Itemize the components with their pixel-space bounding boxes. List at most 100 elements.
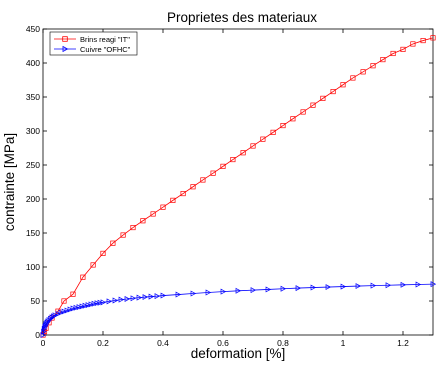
series-layer bbox=[40, 35, 437, 338]
series-1-point bbox=[124, 295, 131, 302]
series-0-point bbox=[420, 38, 426, 44]
series-1-point bbox=[64, 307, 71, 314]
series-0-line bbox=[42, 37, 434, 336]
series-1-point bbox=[148, 293, 155, 300]
series-0-point bbox=[190, 184, 196, 190]
x-tick-label: 1 bbox=[341, 338, 346, 348]
series-0-point bbox=[90, 262, 96, 268]
legend-marker-0 bbox=[62, 36, 68, 42]
series-1-point bbox=[280, 285, 287, 292]
series-1-point bbox=[45, 318, 51, 325]
series-1-point bbox=[73, 304, 80, 311]
y-tick-label: 100 bbox=[26, 262, 40, 272]
series-1-point bbox=[46, 317, 53, 324]
series-0-point bbox=[200, 177, 206, 183]
y-axis: 0 50 100 150 200 250 300 350 400 450 bbox=[26, 24, 433, 340]
series-1-point bbox=[325, 284, 332, 291]
series-1-point bbox=[160, 292, 167, 299]
series-0-point bbox=[120, 232, 126, 238]
series-0-point bbox=[280, 123, 286, 129]
series-1-point bbox=[400, 281, 407, 288]
y-tick-label: 350 bbox=[26, 92, 40, 102]
series-0-point bbox=[220, 163, 226, 169]
y-tick-label: 200 bbox=[26, 194, 40, 204]
series-0-point bbox=[150, 211, 156, 217]
series-1-point bbox=[67, 306, 74, 313]
y-tick-label: 150 bbox=[26, 228, 40, 238]
series-0-point bbox=[380, 57, 386, 63]
series-0-point bbox=[390, 50, 396, 57]
series-1-point bbox=[55, 310, 62, 317]
series-1-point bbox=[154, 293, 161, 300]
series-0-point bbox=[110, 240, 116, 246]
series-1-point bbox=[40, 332, 47, 338]
series-1-point bbox=[310, 284, 317, 291]
series-1-point bbox=[106, 298, 113, 305]
series-1-point bbox=[355, 283, 362, 290]
series-1-point bbox=[205, 289, 212, 296]
series-1-point bbox=[142, 294, 149, 301]
chart-title: Proprietes des materiaux bbox=[167, 10, 317, 25]
x-tick-label: 0.6 bbox=[217, 338, 229, 348]
series-1-point bbox=[61, 308, 68, 315]
series-1-point bbox=[48, 315, 54, 322]
series-0-point bbox=[170, 197, 176, 203]
x-tick-label: 0.2 bbox=[97, 338, 109, 348]
series-1-point bbox=[385, 282, 392, 289]
series-1-point bbox=[52, 312, 59, 319]
series-1-point bbox=[430, 281, 437, 288]
series-1-point bbox=[415, 281, 422, 288]
series-1-point bbox=[58, 309, 65, 316]
series-1-point bbox=[220, 288, 227, 295]
series-1-point bbox=[265, 286, 272, 293]
series-0-point bbox=[360, 69, 366, 75]
series-1-point bbox=[91, 300, 98, 307]
y-tick-label: 50 bbox=[31, 296, 41, 306]
series-1-point bbox=[79, 303, 86, 310]
series-1-point bbox=[85, 302, 92, 309]
series-0-point bbox=[140, 218, 146, 224]
series-1-point bbox=[118, 296, 125, 303]
series-1-point bbox=[43, 321, 50, 328]
series-1-point bbox=[370, 282, 377, 289]
series-0-point bbox=[330, 89, 336, 95]
series-0-point bbox=[240, 150, 246, 156]
series-0-point bbox=[290, 116, 296, 122]
series-1-point bbox=[112, 297, 119, 304]
y-tick-label: 300 bbox=[26, 126, 40, 136]
series-1-point bbox=[70, 305, 77, 312]
series-0-point bbox=[61, 298, 67, 304]
x-axis-label: deformation [%] bbox=[191, 346, 286, 361]
series-1-point bbox=[175, 291, 182, 298]
series-1-point bbox=[100, 299, 107, 306]
series-1-point bbox=[94, 300, 101, 307]
series-0-point bbox=[430, 35, 436, 41]
series-0-point bbox=[270, 129, 276, 135]
series-0-point bbox=[410, 41, 416, 47]
y-tick-label: 250 bbox=[26, 160, 40, 170]
series-0-point bbox=[350, 75, 356, 81]
y-tick-label: 400 bbox=[26, 58, 40, 68]
series-0-point bbox=[400, 46, 406, 52]
series-0-point bbox=[100, 250, 106, 256]
series-1-point bbox=[88, 301, 95, 308]
x-tick-label: 0.4 bbox=[157, 338, 169, 348]
series-1-point bbox=[295, 285, 302, 292]
series-0-point bbox=[70, 291, 76, 297]
series-1-point bbox=[97, 299, 104, 306]
series-0-point bbox=[180, 191, 186, 197]
series-1-point bbox=[130, 295, 137, 302]
series-1-point bbox=[76, 304, 83, 311]
series-0-point bbox=[80, 274, 86, 280]
legend-label-0: Brins reagi "IT" bbox=[80, 35, 130, 44]
y-tick-label: 0 bbox=[35, 330, 40, 340]
series-0-point bbox=[300, 109, 306, 115]
legend-marker-1 bbox=[62, 45, 69, 53]
x-tick-label: 0.8 bbox=[277, 338, 289, 348]
y-axis-label: contrainte [MPa] bbox=[2, 133, 17, 231]
series-1-point bbox=[340, 283, 347, 290]
series-0-point bbox=[310, 102, 316, 108]
series-1-point bbox=[136, 294, 143, 301]
legend: Brins reagi "IT" Cuivre "OFHC" bbox=[49, 31, 138, 56]
